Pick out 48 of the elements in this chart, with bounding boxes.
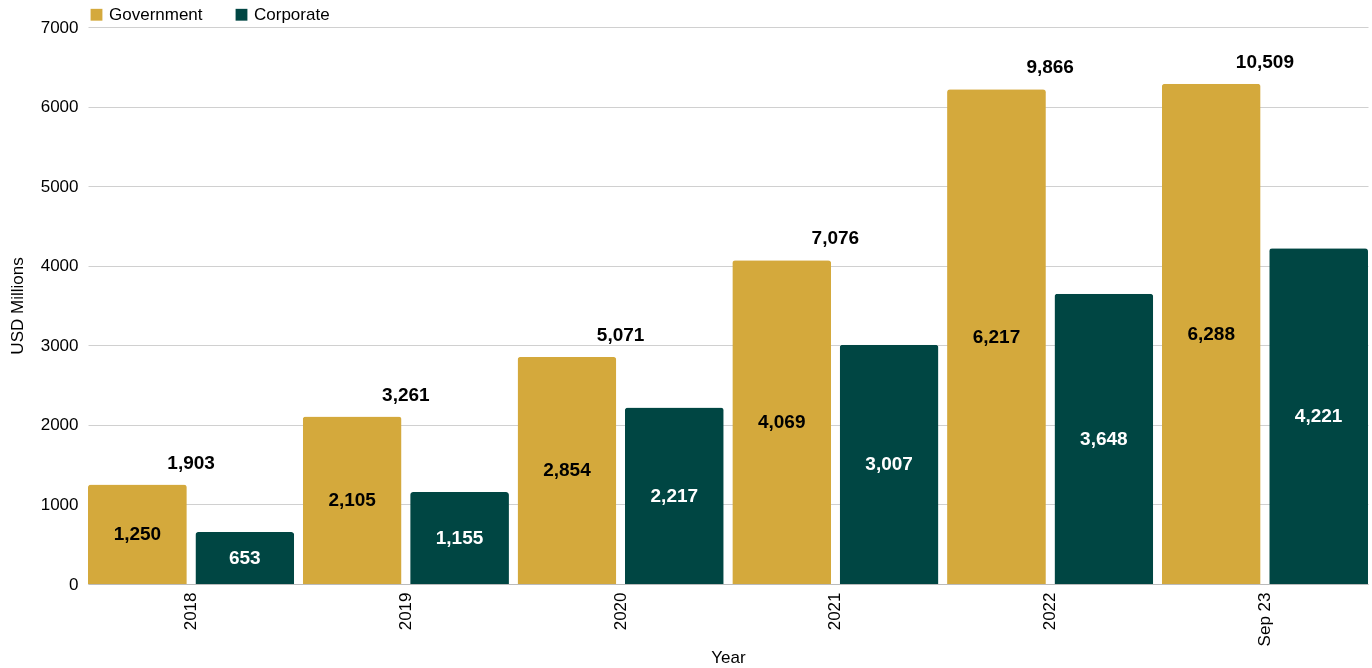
data-label: 6,217	[972, 325, 1021, 347]
data-label: 2,854	[543, 459, 592, 481]
bar	[410, 492, 509, 584]
data-label: 6,288	[1187, 322, 1235, 344]
y-tick-label: 0	[69, 574, 79, 594]
data-label: 3,648	[1080, 427, 1128, 449]
bar	[1054, 293, 1154, 584]
total-label: 10,509	[1235, 50, 1294, 72]
data-label: 3,007	[865, 453, 913, 475]
bar	[302, 416, 402, 584]
y-tick-label: 2000	[40, 415, 79, 435]
legend-label: Corporate	[254, 4, 330, 24]
bar	[195, 532, 295, 584]
bar	[88, 484, 187, 584]
y-tick-label: 5000	[40, 176, 79, 196]
data-label: 1,250	[113, 523, 162, 545]
data-label: 653	[228, 547, 261, 569]
bar	[1161, 83, 1261, 584]
y-tick-label: 6000	[40, 97, 79, 117]
x-tick-label: 2019	[395, 592, 415, 631]
y-axis-title: USD Millions	[7, 257, 27, 355]
data-label: 2,217	[650, 484, 699, 506]
total-label: 5,071	[596, 323, 645, 345]
total-label: 9,866	[1026, 56, 1074, 78]
y-tick-label: 4000	[40, 256, 79, 276]
x-tick-label: 2020	[610, 592, 630, 631]
total-label: 3,261	[382, 383, 431, 405]
x-axis-title: Year	[711, 648, 747, 668]
total-label: 1,903	[167, 451, 215, 473]
y-tick-label: 7000	[40, 17, 79, 37]
bar	[517, 356, 617, 584]
bar	[732, 260, 832, 584]
x-tick-label: 2018	[181, 592, 201, 631]
bar	[1269, 248, 1368, 584]
data-label: 4,221	[1294, 405, 1343, 427]
y-tick-label: 3000	[40, 335, 79, 355]
bar	[839, 344, 939, 584]
data-label: 4,069	[757, 411, 806, 433]
data-label: 1,155	[435, 527, 484, 549]
legend-label: Government	[109, 4, 203, 24]
data-label: 2,105	[328, 489, 377, 511]
x-tick-label: Sep 23	[1254, 592, 1274, 647]
x-tick-label: 2022	[1040, 592, 1060, 631]
bar	[947, 89, 1046, 584]
x-tick-label: 2021	[825, 592, 845, 631]
total-label: 7,076	[811, 227, 860, 249]
y-tick-label: 1000	[40, 494, 79, 514]
bar	[624, 407, 724, 584]
